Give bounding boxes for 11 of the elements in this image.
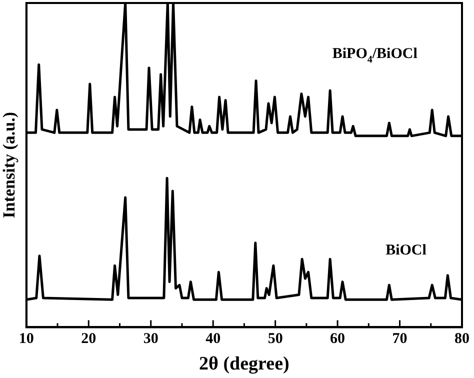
x-tick-label: 20	[81, 331, 96, 348]
x-tick-label: 40	[206, 331, 221, 348]
x-axis-title: 2θ (degree)	[199, 354, 290, 375]
series-label: BiOCl	[386, 242, 426, 258]
x-tick-label: 60	[330, 331, 346, 348]
x-tick-label: 30	[143, 331, 158, 348]
x-tick-label: 50	[268, 331, 283, 348]
x-tick-label: 70	[392, 331, 408, 348]
x-tick-label: 80	[454, 331, 470, 348]
y-axis-title: Intensity (a.u.)	[0, 112, 19, 218]
x-tick-label: 10	[18, 331, 34, 348]
